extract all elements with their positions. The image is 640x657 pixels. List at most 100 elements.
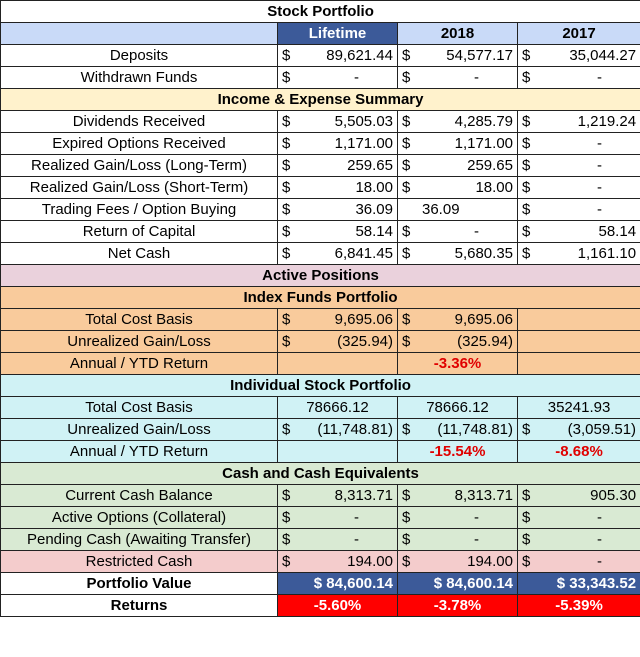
- row-label[interactable]: Unrealized Gain/Loss: [0, 330, 278, 353]
- individual-section-title[interactable]: Individual Stock Portfolio: [0, 374, 640, 397]
- cash-section-title[interactable]: Cash and Cash Equivalents: [0, 462, 640, 485]
- cell-2018[interactable]: $259.65: [397, 154, 518, 177]
- row-label[interactable]: Annual / YTD Return: [0, 352, 278, 375]
- cell-2018[interactable]: $ (11,748.81): [397, 418, 518, 441]
- cell-2018[interactable]: $194.00: [397, 550, 518, 573]
- deposits-2018[interactable]: $54,577.17: [397, 44, 518, 67]
- returns-lifetime[interactable]: -5.60%: [277, 594, 398, 617]
- cell-2017[interactable]: $ (3,059.51): [516, 418, 640, 441]
- cell-2018[interactable]: $8,313.71: [397, 484, 518, 507]
- active-section-title[interactable]: Active Positions: [0, 264, 640, 287]
- cell-lifetime[interactable]: $ (11,748.81): [277, 418, 398, 441]
- cell-2017-empty[interactable]: [516, 330, 640, 353]
- sheet-title[interactable]: Stock Portfolio: [0, 0, 640, 23]
- header-2017[interactable]: 2017: [516, 22, 640, 45]
- cell-lifetime[interactable]: 78666.12: [277, 396, 398, 419]
- withdrawn-2017[interactable]: $ -: [516, 66, 640, 89]
- row-label[interactable]: Expired Options Received: [0, 132, 278, 155]
- cell-lifetime-empty[interactable]: [277, 440, 398, 463]
- cell-2018[interactable]: $ (325.94): [397, 330, 518, 353]
- cell-2018[interactable]: $4,285.79: [397, 110, 518, 133]
- deposits-2017[interactable]: $35,044.27: [516, 44, 640, 67]
- row-label[interactable]: Active Options (Collateral): [0, 506, 278, 529]
- row-label[interactable]: Trading Fees / Option Buying: [0, 198, 278, 221]
- cell-2018[interactable]: $ -: [397, 528, 518, 551]
- cell-2018[interactable]: $ -: [397, 220, 518, 243]
- index-section-title[interactable]: Index Funds Portfolio: [0, 286, 640, 309]
- income-section-title[interactable]: Income & Expense Summary: [0, 88, 640, 111]
- portfolio-value-2017[interactable]: $ 33,343.52: [516, 572, 640, 595]
- portfolio-value-2018[interactable]: $ 84,600.14: [397, 572, 518, 595]
- cell-2018[interactable]: $9,695.06: [397, 308, 518, 331]
- individual-return-2018[interactable]: -15.54%: [397, 440, 518, 463]
- row-label[interactable]: Dividends Received: [0, 110, 278, 133]
- income-row: Return of Capital $58.14 $ - $58.14: [0, 220, 640, 243]
- cell-2017-empty[interactable]: [516, 352, 640, 375]
- header-blank-cell[interactable]: [0, 22, 278, 45]
- cell-2017[interactable]: $ -: [516, 198, 640, 221]
- row-label[interactable]: Restricted Cash: [0, 550, 278, 573]
- cell-2018[interactable]: $ -: [397, 506, 518, 529]
- returns-2017[interactable]: -5.39%: [516, 594, 640, 617]
- individual-return-2017[interactable]: -8.68%: [516, 440, 640, 463]
- cell-2017[interactable]: $ -: [516, 550, 640, 573]
- cell-2017[interactable]: $905.30: [516, 484, 640, 507]
- portfolio-value-label[interactable]: Portfolio Value: [0, 572, 278, 595]
- returns-label[interactable]: Returns: [0, 594, 278, 617]
- deposits-lifetime[interactable]: $89,621.44: [277, 44, 398, 67]
- index-return-2018[interactable]: -3.36%: [397, 352, 518, 375]
- cell-2017[interactable]: $ -: [516, 132, 640, 155]
- index-cost-basis-row: Total Cost Basis $9,695.06 $9,695.06: [0, 308, 640, 331]
- header-lifetime[interactable]: Lifetime: [277, 22, 398, 45]
- individual-annual-return-row: Annual / YTD Return -15.54% -8.68%: [0, 440, 640, 463]
- returns-2018[interactable]: -3.78%: [397, 594, 518, 617]
- cell-lifetime[interactable]: $ -: [277, 528, 398, 551]
- row-label[interactable]: Total Cost Basis: [0, 308, 278, 331]
- cell-lifetime[interactable]: $9,695.06: [277, 308, 398, 331]
- row-label[interactable]: Unrealized Gain/Loss: [0, 418, 278, 441]
- cell-2017[interactable]: $1,219.24: [516, 110, 640, 133]
- cell-2018[interactable]: $1,171.00: [397, 132, 518, 155]
- row-label[interactable]: Pending Cash (Awaiting Transfer): [0, 528, 278, 551]
- cell-lifetime[interactable]: $259.65: [277, 154, 398, 177]
- cell-2017[interactable]: 35241.93: [516, 396, 640, 419]
- cell-lifetime-empty[interactable]: [277, 352, 398, 375]
- row-label[interactable]: Net Cash: [0, 242, 278, 265]
- withdrawn-lifetime[interactable]: $ -: [277, 66, 398, 89]
- cell-lifetime[interactable]: $5,505.03: [277, 110, 398, 133]
- cell-2017[interactable]: $1,161.10: [516, 242, 640, 265]
- index-section-row: Index Funds Portfolio: [0, 286, 640, 309]
- cell-2018[interactable]: $18.00: [397, 176, 518, 199]
- row-label[interactable]: Withdrawn Funds: [0, 66, 278, 89]
- cell-2017[interactable]: $58.14: [516, 220, 640, 243]
- portfolio-value-lifetime[interactable]: $ 84,600.14: [277, 572, 398, 595]
- cell-lifetime[interactable]: $194.00: [277, 550, 398, 573]
- row-label[interactable]: Current Cash Balance: [0, 484, 278, 507]
- cell-2017[interactable]: $ -: [516, 176, 640, 199]
- row-label[interactable]: Annual / YTD Return: [0, 440, 278, 463]
- cell-2018[interactable]: $5,680.35: [397, 242, 518, 265]
- row-label[interactable]: Total Cost Basis: [0, 396, 278, 419]
- header-2018[interactable]: 2018: [397, 22, 518, 45]
- cell-2017[interactable]: $ -: [516, 154, 640, 177]
- cell-2018[interactable]: 36.09: [397, 198, 518, 221]
- cell-lifetime[interactable]: $ -: [277, 506, 398, 529]
- returns-row: Returns -5.60% -3.78% -5.39%: [0, 594, 640, 617]
- cell-2017[interactable]: $ -: [516, 506, 640, 529]
- cell-lifetime[interactable]: $ (325.94): [277, 330, 398, 353]
- row-label[interactable]: Realized Gain/Loss (Short-Term): [0, 176, 278, 199]
- cell-2017-empty[interactable]: [516, 308, 640, 331]
- withdrawn-2018[interactable]: $ -: [397, 66, 518, 89]
- cell-lifetime[interactable]: $8,313.71: [277, 484, 398, 507]
- cell-lifetime[interactable]: $6,841.45: [277, 242, 398, 265]
- cell-2018[interactable]: 78666.12: [397, 396, 518, 419]
- row-label[interactable]: Realized Gain/Loss (Long-Term): [0, 154, 278, 177]
- cell-2017[interactable]: $ -: [516, 528, 640, 551]
- cell-lifetime[interactable]: $36.09: [277, 198, 398, 221]
- cell-lifetime[interactable]: $58.14: [277, 220, 398, 243]
- row-label[interactable]: Deposits: [0, 44, 278, 67]
- cell-lifetime[interactable]: $1,171.00: [277, 132, 398, 155]
- row-label[interactable]: Return of Capital: [0, 220, 278, 243]
- cell-lifetime[interactable]: $18.00: [277, 176, 398, 199]
- income-row: Realized Gain/Loss (Short-Term) $18.00 $…: [0, 176, 640, 199]
